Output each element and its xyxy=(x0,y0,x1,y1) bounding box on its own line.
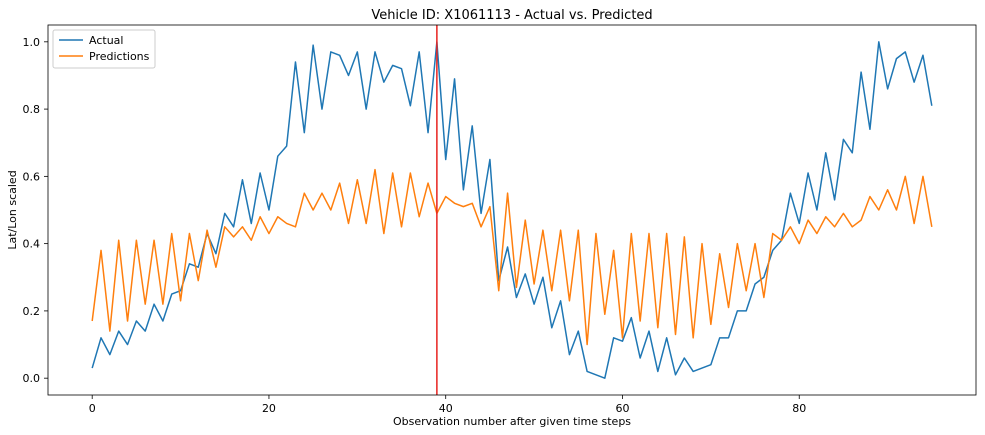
series-line-actual xyxy=(91,41,933,379)
legend-label-predictions: Predictions xyxy=(89,50,150,63)
y-tick-label: 0.8 xyxy=(23,103,41,116)
y-tick-label: 0.4 xyxy=(23,238,41,251)
legend-label-actual: Actual xyxy=(89,34,123,47)
x-tick-label: 20 xyxy=(262,402,276,415)
y-axis-label: Lat/Lon scaled xyxy=(6,170,19,249)
x-axis-label: Observation number after given time step… xyxy=(393,415,631,428)
y-tick-label: 0.6 xyxy=(23,170,41,183)
plot-frame xyxy=(47,24,977,396)
x-axis: 0 20 40 60 80 xyxy=(89,395,806,415)
y-tick-label: 0.2 xyxy=(23,305,41,318)
x-tick-label: 60 xyxy=(615,402,629,415)
series-line-predictions xyxy=(91,168,933,346)
x-tick-label: 40 xyxy=(439,402,453,415)
x-tick-label: 0 xyxy=(89,402,96,415)
chart-title: Vehicle ID: X1061113 - Actual vs. Predic… xyxy=(371,8,652,23)
legend: Actual Predictions xyxy=(52,29,156,69)
plot-area xyxy=(48,25,976,395)
series-layer xyxy=(91,41,933,379)
y-tick-label: 0.0 xyxy=(23,372,41,385)
y-axis: 0.0 0.2 0.4 0.6 0.8 1.0 xyxy=(23,36,48,385)
x-tick-label: 80 xyxy=(792,402,806,415)
y-tick-label: 1.0 xyxy=(23,36,41,49)
